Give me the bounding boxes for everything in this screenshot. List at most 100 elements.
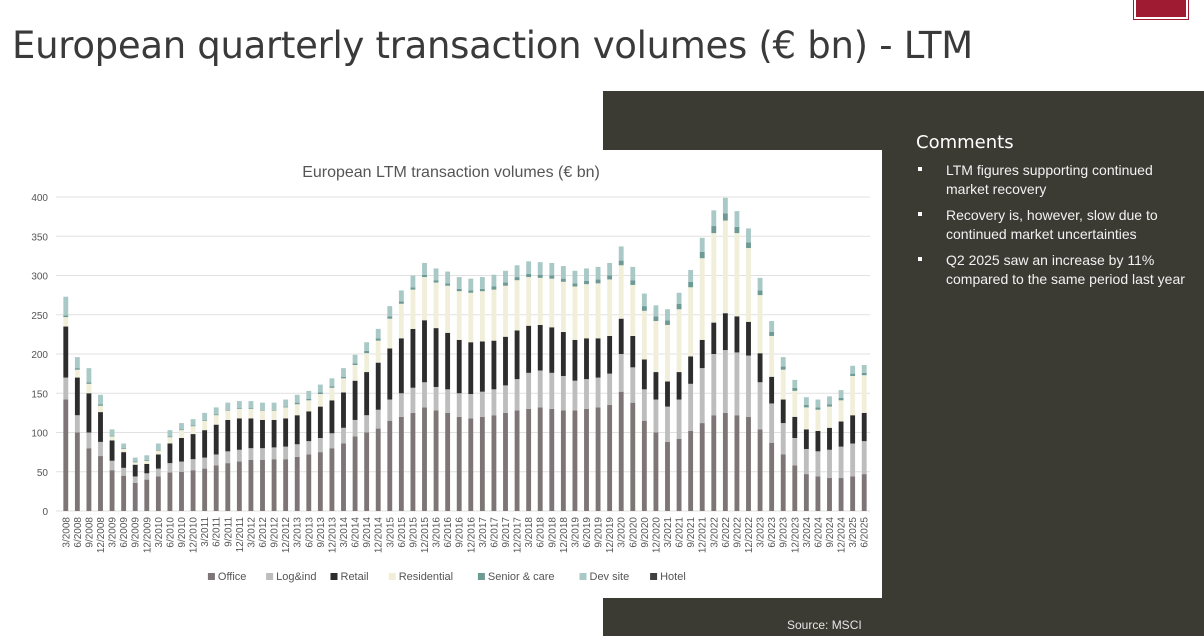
- bar-segment: [769, 403, 775, 443]
- bar-segment: [792, 390, 798, 417]
- bar-segment: [375, 328, 381, 339]
- x-tick-label: 9/2012: [270, 517, 281, 548]
- bar-segment: [803, 405, 809, 408]
- bar-segment: [780, 399, 786, 424]
- bar-segment: [236, 408, 242, 409]
- x-tick-label: 9/2009: [131, 517, 142, 548]
- bar-segment: [387, 399, 393, 421]
- x-tick-label: 3/2025: [848, 517, 859, 548]
- bar-segment: [688, 383, 694, 431]
- bar-segment: [155, 454, 161, 469]
- bar-segment: [815, 407, 821, 410]
- x-tick-label: 9/2008: [84, 517, 95, 548]
- bar-segment: [352, 363, 358, 365]
- bar-segment: [248, 459, 254, 511]
- y-tick-label: 150: [31, 389, 48, 400]
- bar-segment: [294, 444, 300, 457]
- bar-segment: [769, 321, 775, 333]
- x-tick-label: 3/2024: [802, 517, 813, 548]
- x-tick-label: 3/2022: [709, 517, 720, 548]
- bar-segment: [792, 379, 798, 388]
- bar-segment: [491, 415, 497, 511]
- bar-segment: [491, 274, 497, 287]
- legend-label: Senior & care: [488, 571, 555, 583]
- bar-segment: [676, 399, 682, 439]
- bar-segment: [74, 415, 80, 433]
- bar-segment: [503, 285, 508, 337]
- bar-segment: [98, 456, 103, 511]
- bar-segment: [630, 367, 636, 403]
- bar-segment: [179, 423, 184, 430]
- page-title: European quarterly transaction volumes (…: [12, 24, 973, 67]
- bar-segment: [456, 291, 462, 340]
- bar-segment: [722, 213, 728, 221]
- bar-segment: [780, 366, 786, 370]
- bar-segment: [572, 380, 578, 411]
- bar-segment: [225, 410, 231, 420]
- bar-segment: [734, 415, 740, 511]
- bar-segment: [665, 309, 670, 321]
- bar-segment: [827, 396, 832, 405]
- bar-segment: [260, 419, 265, 449]
- x-tick-label: 12/2011: [235, 517, 246, 553]
- bar-segment: [375, 338, 381, 341]
- bar-segment: [526, 408, 532, 511]
- bar-segment: [144, 459, 150, 461]
- x-tick-label: 12/2018: [559, 517, 570, 554]
- bar-segment: [653, 372, 659, 400]
- bar-segment: [317, 406, 323, 438]
- bar-segment: [364, 372, 370, 416]
- legend-label: Residential: [399, 571, 453, 583]
- bar-segment: [387, 348, 393, 400]
- bar-segment: [653, 432, 659, 511]
- bar-segment: [560, 266, 566, 279]
- bar-segment: [699, 368, 705, 424]
- bar-segment: [780, 357, 786, 367]
- bar-segment: [803, 448, 809, 475]
- bar-segment: [468, 394, 474, 419]
- legend-label: Office: [218, 571, 247, 583]
- bar-segment: [260, 459, 265, 511]
- bar-segment: [179, 437, 184, 462]
- bar-segment: [121, 443, 127, 449]
- bar-segment: [815, 430, 821, 452]
- bar-segment: [688, 270, 694, 282]
- legend-swatch: [650, 573, 658, 580]
- bar-segment: [283, 418, 289, 447]
- comment-item: LTM figures supporting continued market …: [916, 161, 1186, 199]
- bar-segment: [468, 418, 474, 511]
- bar-segment: [144, 455, 150, 460]
- bar-segment: [560, 281, 566, 333]
- bar-segment: [433, 410, 439, 511]
- x-tick-label: 6/2016: [443, 517, 454, 548]
- bar-segment: [618, 260, 624, 266]
- bar-segment: [398, 416, 404, 511]
- bar-segment: [236, 401, 242, 409]
- bar-segment: [780, 423, 786, 455]
- x-tick-label: 12/2017: [513, 517, 524, 554]
- bar-segment: [236, 408, 242, 419]
- bar-segment: [329, 448, 335, 511]
- bar-segment: [63, 326, 69, 378]
- bar-segment: [641, 310, 647, 360]
- bar-segment: [283, 407, 289, 419]
- bar-segment: [514, 277, 520, 281]
- bar-segment: [202, 419, 208, 421]
- x-tick-label: 12/2019: [605, 517, 616, 554]
- bar-segment: [236, 418, 242, 450]
- bar-segment: [757, 382, 763, 430]
- bar-segment: [503, 336, 508, 386]
- x-tick-label: 12/2013: [327, 517, 338, 554]
- bar-segment: [375, 340, 381, 363]
- x-tick-label: 3/2009: [108, 517, 119, 548]
- x-tick-label: 9/2014: [362, 517, 373, 548]
- y-tick-label: 50: [37, 468, 49, 479]
- x-tick-label: 6/2008: [73, 517, 84, 548]
- bar-segment: [850, 365, 856, 374]
- x-tick-label: 6/2018: [536, 517, 547, 548]
- bar-segment: [491, 389, 497, 416]
- bar-segment: [86, 368, 92, 383]
- y-tick-label: 350: [31, 232, 48, 243]
- source-note: Source: MSCI: [787, 618, 862, 632]
- bar-segment: [526, 261, 532, 274]
